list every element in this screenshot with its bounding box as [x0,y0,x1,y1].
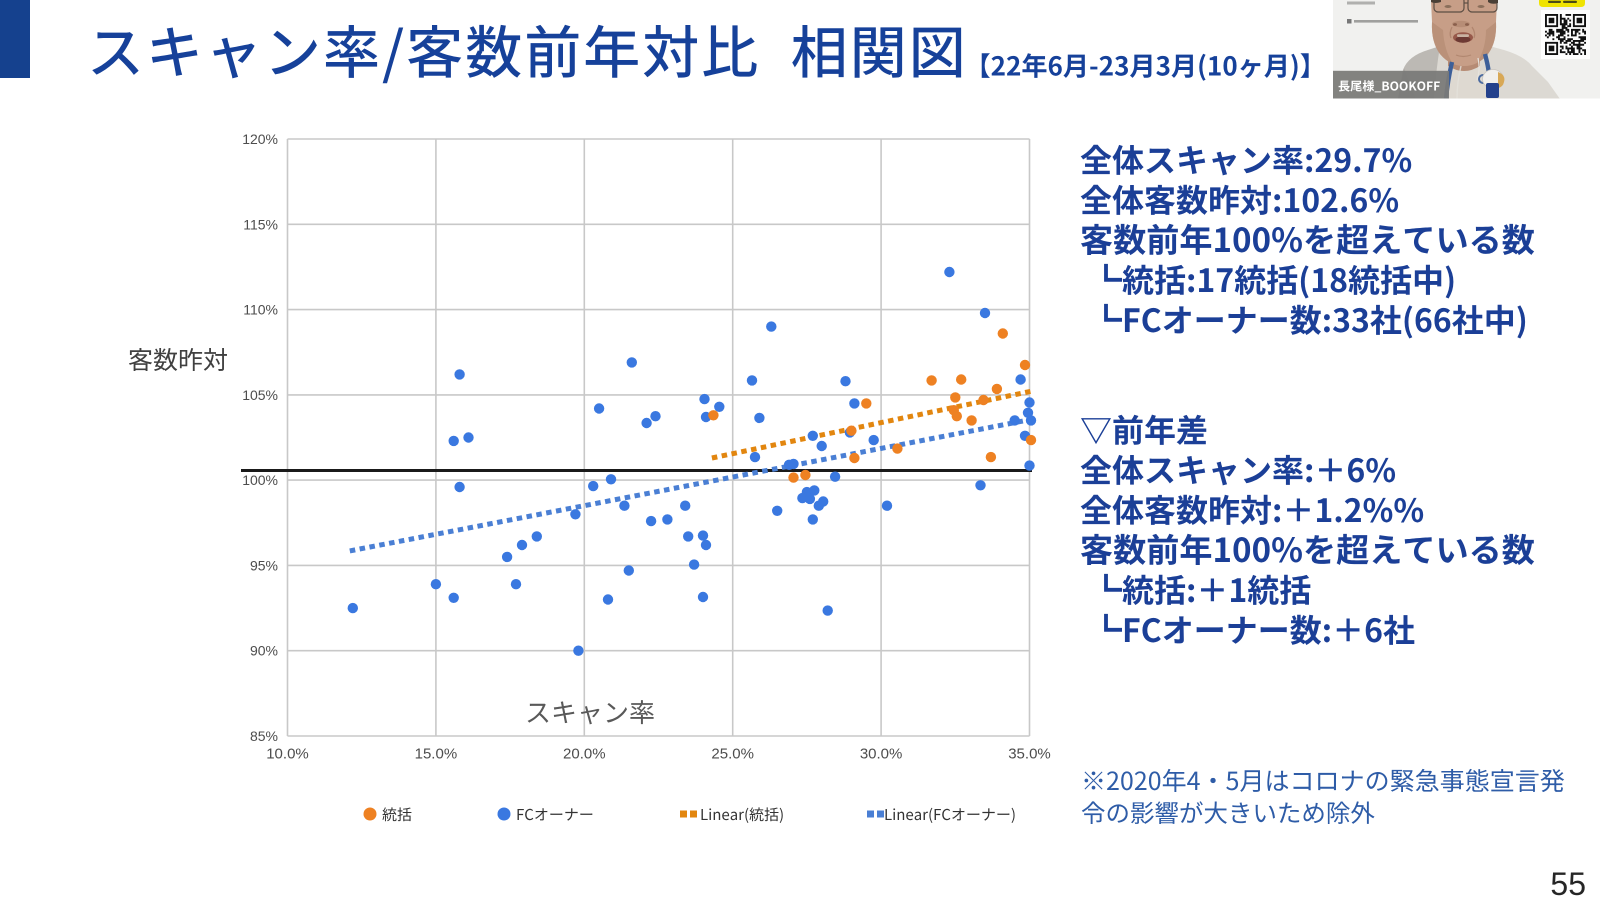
svg-text:35.0%: 35.0% [1008,746,1051,763]
svg-text:115%: 115% [243,216,278,232]
svg-text:90%: 90% [250,643,278,659]
svg-text:15.0%: 15.0% [415,746,458,763]
svg-text:105%: 105% [242,387,278,403]
svg-text:110%: 110% [243,302,278,318]
svg-text:95%: 95% [250,557,278,573]
svg-text:100%: 100% [242,472,278,488]
svg-text:30.0%: 30.0% [860,746,903,763]
svg-text:25.0%: 25.0% [711,746,754,763]
svg-text:55: 55 [1550,866,1586,900]
svg-text:10.0%: 10.0% [266,746,309,763]
svg-text:85%: 85% [250,728,278,744]
svg-text:120%: 120% [242,131,278,147]
svg-text:20.0%: 20.0% [563,746,606,763]
